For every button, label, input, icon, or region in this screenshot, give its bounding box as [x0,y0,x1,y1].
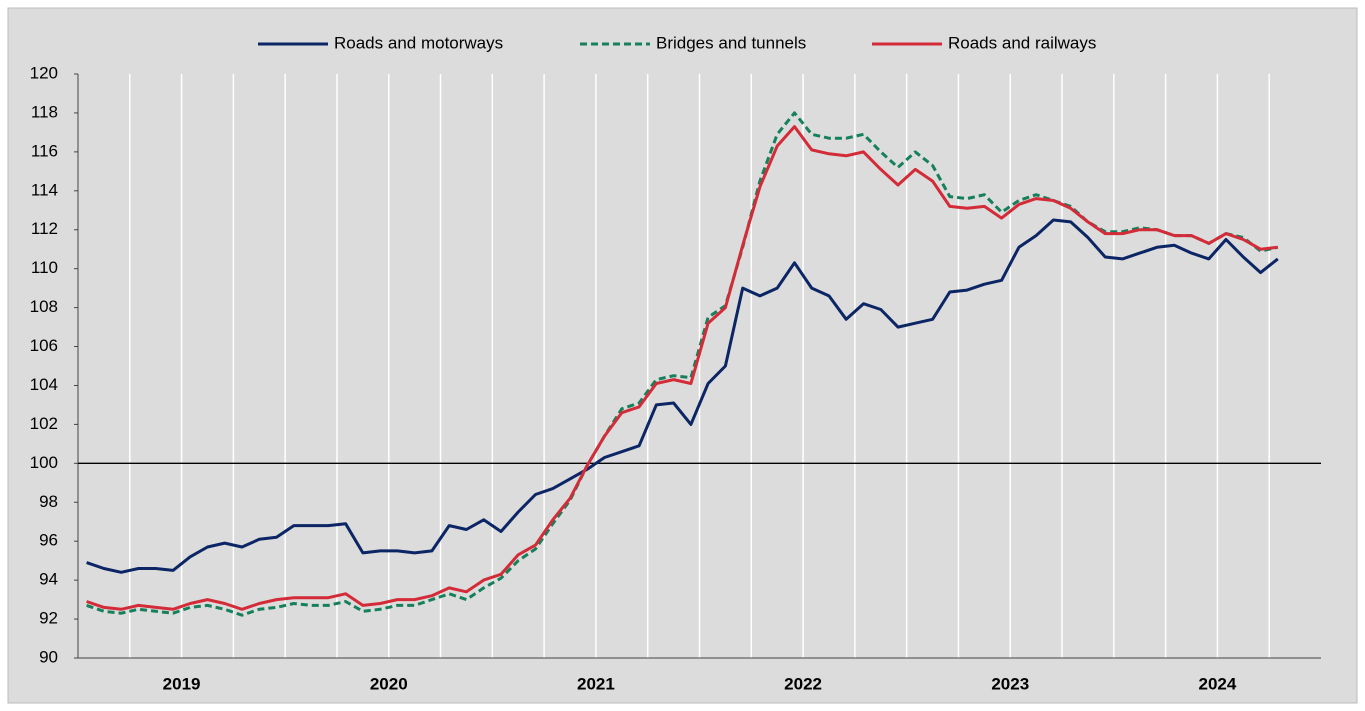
x-tick-label: 2024 [1199,674,1237,693]
y-tick-label: 106 [30,336,58,355]
y-tick-label: 118 [31,102,58,121]
y-tick-label: 90 [39,647,58,666]
legend-label: Bridges and tunnels [656,33,806,52]
x-tick-label: 2020 [370,674,408,693]
y-tick-label: 116 [31,141,58,160]
legend-label: Roads and motorways [334,33,503,52]
legend-label: Roads and railways [948,33,1096,52]
y-tick-label: 120 [30,63,58,82]
y-tick-label: 108 [30,297,58,316]
y-tick-label: 114 [31,180,58,199]
y-tick-label: 94 [39,570,58,589]
series-line [86,111,1279,617]
y-tick-label: 92 [39,609,58,628]
series-line [86,218,1279,574]
y-tick-label: 96 [39,531,58,550]
x-tick-label: 2019 [163,674,201,693]
y-tick-label: 98 [39,492,58,511]
x-tick-label: 2023 [991,674,1029,693]
x-tick-label: 2022 [784,674,822,693]
y-tick-label: 104 [30,375,58,394]
series-line [86,125,1278,611]
y-tick-label: 112 [31,219,58,238]
x-tick-label: 2021 [577,674,615,693]
y-tick-label: 102 [30,414,58,433]
y-tick-label: 110 [31,258,58,277]
y-tick-label: 100 [30,453,58,472]
